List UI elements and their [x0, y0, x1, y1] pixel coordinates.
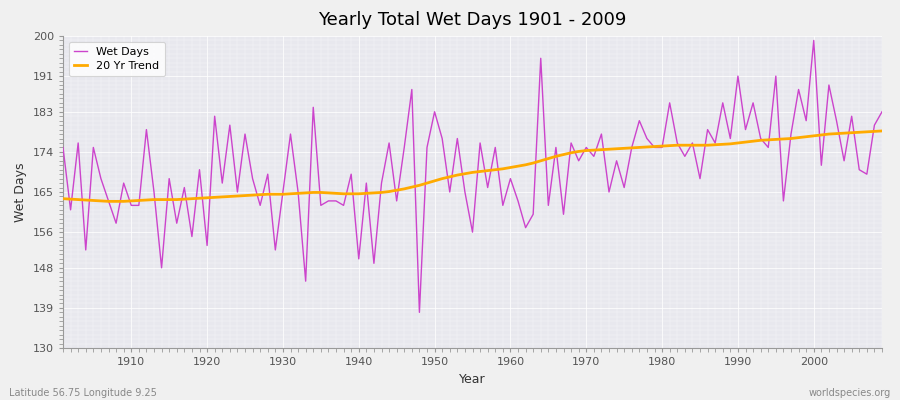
- 20 Yr Trend: [877, 128, 887, 133]
- 20 Yr Trend: [104, 199, 114, 204]
- Line: Wet Days: Wet Days: [63, 40, 882, 312]
- 20 Yr Trend: [513, 164, 524, 168]
- Text: worldspecies.org: worldspecies.org: [809, 388, 891, 398]
- X-axis label: Year: Year: [459, 372, 486, 386]
- Line: 20 Yr Trend: 20 Yr Trend: [63, 131, 882, 201]
- 20 Yr Trend: [292, 191, 303, 196]
- Legend: Wet Days, 20 Yr Trend: Wet Days, 20 Yr Trend: [68, 42, 165, 76]
- 20 Yr Trend: [505, 165, 516, 170]
- 20 Yr Trend: [604, 147, 615, 152]
- Wet Days: [513, 198, 524, 203]
- Text: Latitude 56.75 Longitude 9.25: Latitude 56.75 Longitude 9.25: [9, 388, 157, 398]
- Title: Yearly Total Wet Days 1901 - 2009: Yearly Total Wet Days 1901 - 2009: [319, 11, 626, 29]
- Wet Days: [808, 38, 819, 43]
- 20 Yr Trend: [338, 191, 349, 196]
- Wet Days: [285, 132, 296, 136]
- Wet Days: [877, 109, 887, 114]
- 20 Yr Trend: [58, 196, 68, 201]
- Wet Days: [330, 198, 341, 203]
- Y-axis label: Wet Days: Wet Days: [14, 162, 27, 222]
- Wet Days: [604, 190, 615, 194]
- Wet Days: [414, 310, 425, 315]
- Wet Days: [118, 181, 129, 186]
- Wet Days: [505, 176, 516, 181]
- 20 Yr Trend: [126, 198, 137, 203]
- Wet Days: [58, 145, 68, 150]
